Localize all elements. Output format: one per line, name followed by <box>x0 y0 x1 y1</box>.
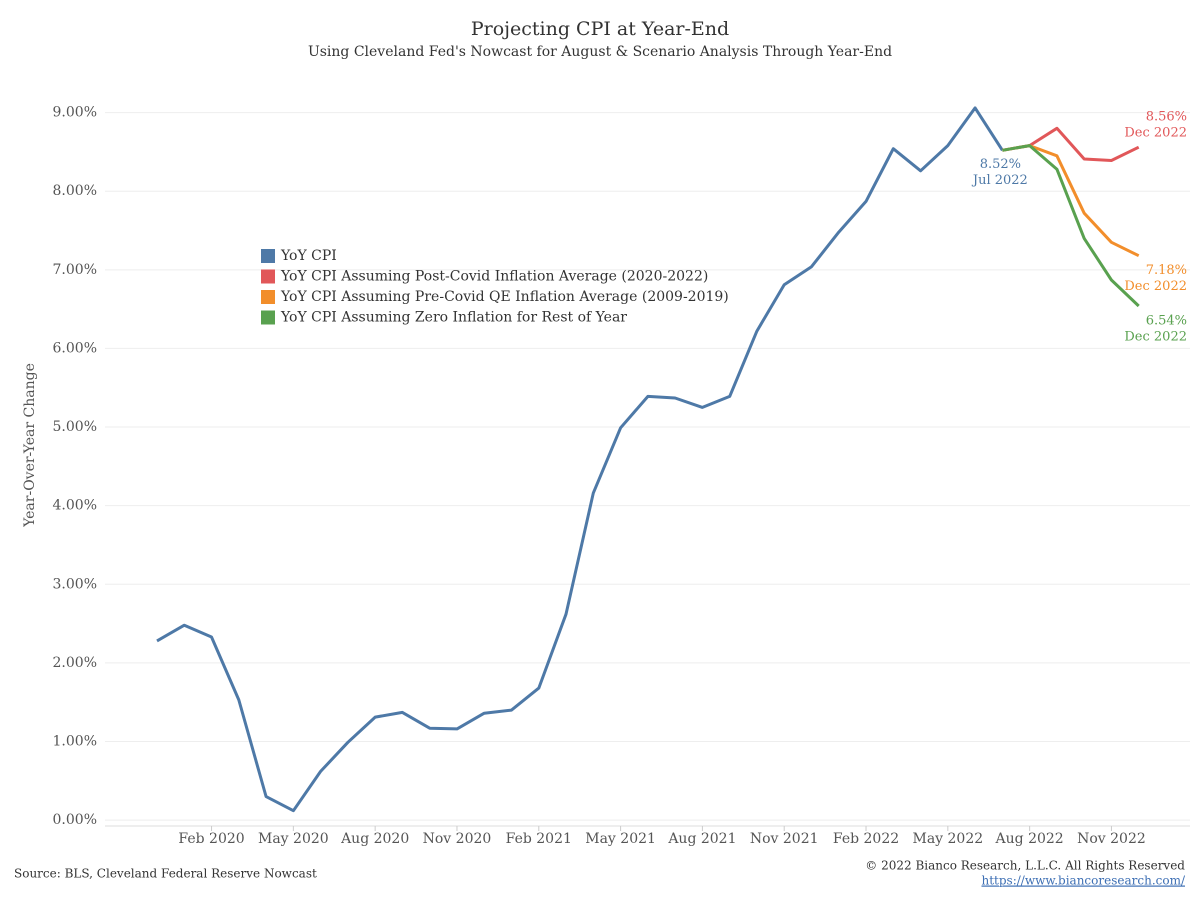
chart-subtitle: Using Cleveland Fed's Nowcast for August… <box>308 44 892 60</box>
legend-label: YoY CPI <box>280 248 337 264</box>
legend-label: YoY CPI Assuming Pre-Covid QE Inflation … <box>280 289 729 305</box>
x-tick-label: Nov 2021 <box>750 831 819 847</box>
x-tick-label: May 2021 <box>585 831 656 847</box>
x-tick-label: Aug 2020 <box>340 831 409 847</box>
data-label: 8.56% <box>1146 110 1187 125</box>
x-tick-label: Nov 2022 <box>1077 831 1146 847</box>
data-label: 7.18% <box>1146 263 1187 278</box>
series-line <box>156 106 1004 813</box>
series-line <box>1002 126 1140 162</box>
x-tick-label: Feb 2020 <box>178 831 244 847</box>
y-axis-label: Year-Over-Year Change <box>22 363 38 528</box>
data-label-date: Jul 2022 <box>971 173 1028 188</box>
y-tick-label: 5.00% <box>53 419 97 435</box>
data-label: 8.52% <box>980 157 1021 172</box>
legend-swatch <box>261 249 275 263</box>
y-tick-label: 6.00% <box>53 340 97 356</box>
y-tick-label: 4.00% <box>53 498 97 514</box>
legend-label: YoY CPI Assuming Zero Inflation for Rest… <box>280 310 627 326</box>
legend-swatch <box>261 310 275 325</box>
x-tick-label: Feb 2021 <box>506 831 572 847</box>
url[interactable]: https://www.biancoresearch.com/ <box>981 874 1185 888</box>
y-tick-label: 8.00% <box>53 183 97 199</box>
data-label: 6.54% <box>1146 313 1187 328</box>
series-line <box>1002 144 1140 308</box>
data-label-date: Dec 2022 <box>1124 329 1187 344</box>
x-tick-label: Aug 2022 <box>995 831 1064 847</box>
x-tick-label: Aug 2021 <box>667 831 736 847</box>
copyright: © 2022 Bianco Research, L.L.C. All Right… <box>865 859 1185 873</box>
legend-swatch <box>261 290 275 304</box>
y-tick-label: 7.00% <box>53 262 97 278</box>
x-tick-label: May 2022 <box>912 831 983 847</box>
y-tick-label: 3.00% <box>53 576 97 592</box>
x-tick-label: Nov 2020 <box>423 831 492 847</box>
source: Source: BLS, Cleveland Federal Reserve N… <box>14 867 317 881</box>
y-tick-label: 0.00% <box>53 812 97 828</box>
legend-swatch <box>261 269 275 284</box>
chart-title: Projecting CPI at Year-End <box>471 18 729 40</box>
data-label-date: Dec 2022 <box>1124 126 1187 141</box>
y-tick-label: 1.00% <box>53 734 97 750</box>
y-tick-label: 2.00% <box>53 655 97 671</box>
x-tick-label: Feb 2022 <box>833 831 899 847</box>
x-tick-label: May 2020 <box>258 831 329 847</box>
data-label-date: Dec 2022 <box>1124 279 1187 294</box>
legend-label: YoY CPI Assuming Post-Covid Inflation Av… <box>280 269 708 285</box>
y-tick-label: 9.00% <box>53 105 97 121</box>
